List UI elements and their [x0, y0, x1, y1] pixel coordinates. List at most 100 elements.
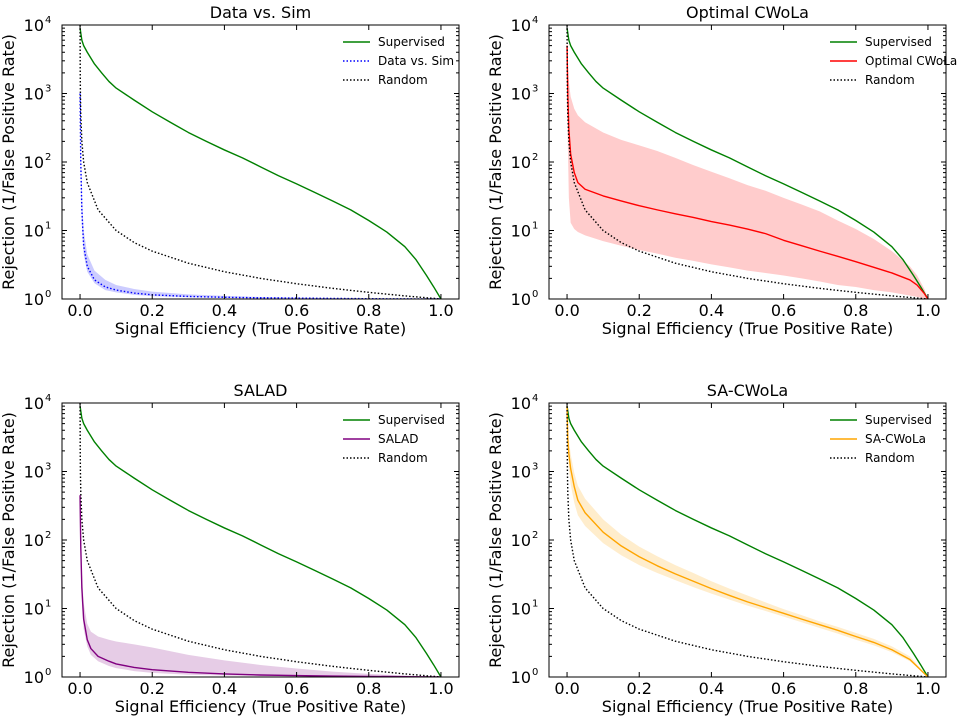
y-tick-label: 10	[511, 463, 531, 482]
plot-area	[79, 25, 442, 299]
y-tick-exponent: 0	[45, 289, 51, 300]
y-tick-label: 10	[24, 222, 44, 241]
y-tick-label: 10	[24, 153, 44, 172]
y-tick-label: 10	[24, 394, 44, 413]
y-tick-exponent: 4	[45, 15, 51, 26]
plot-area	[79, 403, 442, 677]
legend: Supervised SA-CWoLa Random	[830, 413, 932, 465]
y-tick-label: 10	[511, 394, 531, 413]
band-salad	[80, 482, 441, 677]
legend-label-optimal-cwola: Optimal CWoLa	[865, 54, 957, 68]
legend-label-random: Random	[378, 73, 428, 87]
series-line-random	[79, 403, 442, 677]
y-tick-label: 10	[511, 153, 531, 172]
y-tick-exponent: 1	[45, 221, 51, 232]
series-line-optimal-cwola	[566, 45, 929, 299]
legend-label-supervised: Supervised	[865, 413, 932, 427]
y-tick-exponent: 2	[45, 530, 51, 541]
y-tick-label: 10	[24, 16, 44, 35]
series-line-sa-cwola	[566, 406, 929, 677]
legend-label-supervised: Supervised	[378, 413, 445, 427]
y-tick-label: 10	[24, 668, 44, 687]
series-line-random	[566, 403, 929, 677]
band-optimal-cwola	[567, 31, 928, 299]
legend: Supervised Data vs. Sim Random	[343, 35, 454, 87]
y-tick-label: 10	[511, 531, 531, 550]
y-tick-label: 10	[511, 16, 531, 35]
series-line-random	[566, 25, 929, 299]
chart-title: SALAD	[234, 381, 288, 400]
band-data-vs-sim	[80, 81, 441, 299]
x-tick-label: 1.0	[915, 679, 940, 698]
y-tick-label: 10	[511, 668, 531, 687]
x-axis-label: Signal Efficiency (True Positive Rate)	[115, 319, 406, 338]
x-tick-label: 0.8	[843, 679, 868, 698]
legend: Supervised SALAD Random	[343, 413, 445, 465]
y-tick-exponent: 3	[532, 462, 538, 473]
x-tick-label: 0.4	[699, 301, 724, 320]
y-tick-label: 10	[24, 290, 44, 309]
series-line-salad	[79, 495, 441, 677]
x-tick-label: 0.0	[554, 301, 579, 320]
legend-label-data-vs-sim: Data vs. Sim	[378, 54, 454, 68]
x-tick-label: 0.0	[554, 679, 579, 698]
y-tick-label: 10	[511, 222, 531, 241]
legend-label-supervised: Supervised	[378, 35, 445, 49]
legend-label-sa-cwola: SA-CWoLa	[865, 432, 926, 446]
y-tick-exponent: 4	[45, 393, 51, 404]
legend: Supervised Optimal CWoLa Random	[830, 35, 957, 87]
legend-label-random: Random	[378, 451, 428, 465]
y-axis-label: Rejection (1/False Positive Rate)	[486, 412, 505, 668]
y-tick-exponent: 0	[532, 667, 538, 678]
legend-label-random: Random	[865, 451, 915, 465]
series-line-supervised	[79, 406, 442, 677]
x-axis-label: Signal Efficiency (True Positive Rate)	[115, 697, 406, 716]
y-tick-exponent: 1	[45, 599, 51, 610]
y-tick-exponent: 2	[45, 152, 51, 163]
x-tick-label: 0.2	[627, 301, 652, 320]
y-tick-exponent: 2	[532, 530, 538, 541]
x-tick-label: 0.2	[627, 679, 652, 698]
x-tick-label: 1.0	[428, 301, 453, 320]
chart-title: SA-CWoLa	[707, 381, 788, 400]
x-tick-label: 1.0	[915, 301, 940, 320]
x-tick-label: 0.6	[284, 301, 309, 320]
y-tick-exponent: 1	[532, 599, 538, 610]
y-tick-label: 10	[24, 85, 44, 104]
y-tick-label: 10	[24, 463, 44, 482]
y-tick-label: 10	[24, 600, 44, 619]
y-tick-label: 10	[511, 600, 531, 619]
x-tick-label: 0.6	[771, 301, 796, 320]
legend-label-salad: SALAD	[378, 432, 418, 446]
y-tick-exponent: 2	[532, 152, 538, 163]
x-tick-label: 0.4	[212, 679, 237, 698]
y-axis-label: Rejection (1/False Positive Rate)	[0, 34, 18, 290]
plot-area	[566, 403, 929, 677]
y-tick-exponent: 4	[532, 15, 538, 26]
x-tick-label: 0.8	[356, 301, 381, 320]
series-line-supervised	[566, 406, 929, 677]
x-tick-label: 0.2	[140, 301, 165, 320]
x-tick-label: 0.8	[356, 679, 381, 698]
series-line-supervised	[79, 28, 442, 299]
x-tick-label: 0.0	[67, 301, 92, 320]
series-line-random	[79, 25, 442, 299]
y-axis-label: Rejection (1/False Positive Rate)	[486, 34, 505, 290]
y-tick-exponent: 3	[45, 462, 51, 473]
legend-label-supervised: Supervised	[865, 35, 932, 49]
y-tick-exponent: 0	[532, 289, 538, 300]
x-tick-label: 0.6	[284, 679, 309, 698]
y-tick-label: 10	[24, 531, 44, 550]
chart-title: Optimal CWoLa	[686, 3, 809, 22]
y-tick-label: 10	[511, 85, 531, 104]
x-tick-label: 1.0	[428, 679, 453, 698]
x-axis-label: Signal Efficiency (True Positive Rate)	[602, 697, 893, 716]
x-tick-label: 0.2	[140, 679, 165, 698]
y-tick-exponent: 3	[532, 84, 538, 95]
plot-area	[566, 25, 929, 299]
